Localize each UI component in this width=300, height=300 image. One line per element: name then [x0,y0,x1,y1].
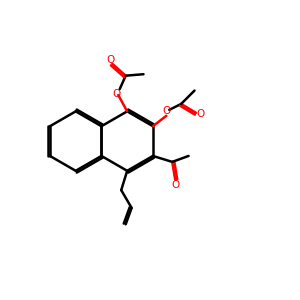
Text: O: O [112,89,121,99]
Text: O: O [196,109,205,119]
Text: O: O [162,106,170,116]
Text: O: O [107,55,115,65]
Text: O: O [172,180,180,190]
